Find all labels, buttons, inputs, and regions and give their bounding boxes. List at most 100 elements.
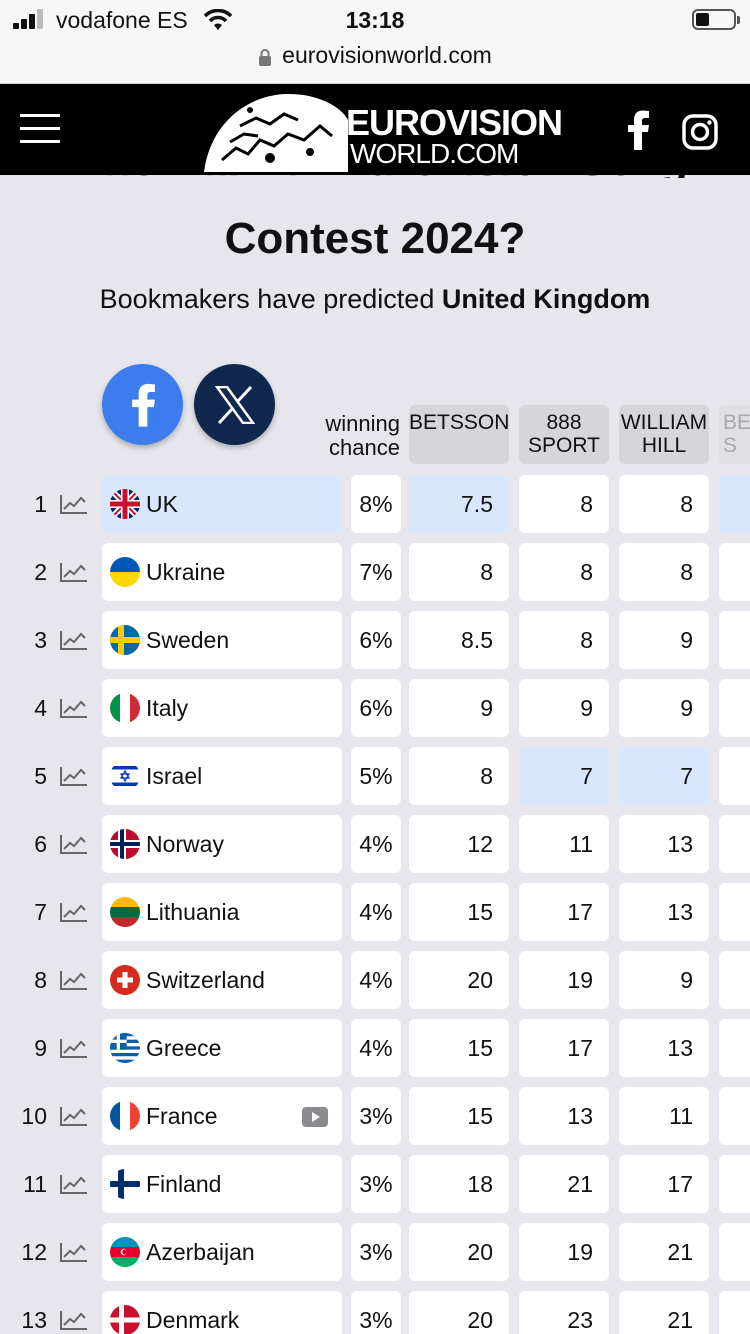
country-cell[interactable]: Azerbaijan — [102, 1223, 342, 1281]
video-play-icon[interactable] — [302, 1106, 328, 1133]
page-title-line2: Contest 2024? — [224, 214, 526, 263]
odds-next-bookmaker[interactable] — [719, 1291, 750, 1334]
odds-betsson[interactable]: 18 — [409, 1155, 509, 1213]
odds-betsson[interactable]: 20 — [409, 951, 509, 1009]
odds-williamhill[interactable]: 13 — [619, 815, 709, 873]
url-bar[interactable]: eurovisionworld.com — [0, 40, 750, 84]
odds-betsson[interactable]: 8 — [409, 543, 509, 601]
facebook-icon[interactable] — [626, 110, 650, 150]
odds-next-bookmaker[interactable] — [719, 883, 750, 941]
odds-williamhill[interactable]: 8 — [619, 543, 709, 601]
country-cell[interactable]: Denmark — [102, 1291, 342, 1334]
odds-888sport[interactable]: 17 — [519, 883, 609, 941]
odds-888sport[interactable]: 8 — [519, 475, 609, 533]
country-cell[interactable]: Greece — [102, 1019, 342, 1077]
country-cell[interactable]: Finland — [102, 1155, 342, 1213]
odds-888sport[interactable]: 17 — [519, 1019, 609, 1077]
logo-text-world: WORLD.COM — [350, 138, 519, 169]
trend-chart-icon[interactable] — [59, 1173, 89, 1200]
rank-number: 6 — [34, 831, 47, 857]
odds-888sport[interactable]: 11 — [519, 815, 609, 873]
odds-next-bookmaker[interactable] — [719, 679, 750, 737]
bookmaker-header-betsson[interactable]: BETSSON — [409, 405, 509, 464]
odds-williamhill[interactable]: 21 — [619, 1291, 709, 1334]
trend-chart-icon[interactable] — [59, 1105, 89, 1132]
odds-williamhill[interactable]: 9 — [619, 611, 709, 669]
odds-betsson[interactable]: 8 — [409, 747, 509, 805]
trend-chart-icon[interactable] — [59, 697, 89, 724]
odds-williamhill[interactable]: 13 — [619, 883, 709, 941]
odds-betsson[interactable]: 15 — [409, 1019, 509, 1077]
country-name: Israel — [146, 763, 203, 789]
country-cell[interactable]: Norway — [102, 815, 342, 873]
odds-betsson[interactable]: 12 — [409, 815, 509, 873]
trend-chart-icon[interactable] — [59, 833, 89, 860]
denmark-flag-icon — [110, 1305, 140, 1334]
odds-next-bookmaker[interactable] — [719, 1019, 750, 1077]
bookmaker-header-next[interactable]: BE S — [719, 405, 750, 464]
odds-next-bookmaker[interactable] — [719, 815, 750, 873]
odds-next-bookmaker[interactable] — [719, 951, 750, 1009]
odds-betsson[interactable]: 20 — [409, 1291, 509, 1334]
odds-betsson[interactable]: 20 — [409, 1223, 509, 1281]
trend-chart-icon[interactable] — [59, 1037, 89, 1064]
odds-888sport[interactable]: 13 — [519, 1087, 609, 1145]
bookmaker-header-williamhill[interactable]: WILLIAM HILL — [619, 405, 709, 464]
odds-williamhill[interactable]: 17 — [619, 1155, 709, 1213]
odds-williamhill[interactable]: 9 — [619, 951, 709, 1009]
odds-williamhill[interactable]: 8 — [619, 475, 709, 533]
odds-betsson[interactable]: 15 — [409, 883, 509, 941]
menu-icon[interactable] — [20, 114, 60, 144]
odds-next-bookmaker[interactable] — [719, 1223, 750, 1281]
country-cell[interactable]: Switzerland — [102, 951, 342, 1009]
trend-chart-icon[interactable] — [59, 493, 89, 520]
odds-888sport[interactable]: 21 — [519, 1155, 609, 1213]
odds-888sport[interactable]: 19 — [519, 1223, 609, 1281]
trend-chart-icon[interactable] — [59, 629, 89, 656]
share-x-button[interactable] — [194, 364, 275, 445]
odds-888sport[interactable]: 19 — [519, 951, 609, 1009]
odds-next-bookmaker[interactable] — [719, 1087, 750, 1145]
odds-williamhill[interactable]: 9 — [619, 679, 709, 737]
odds-888sport[interactable]: 23 — [519, 1291, 609, 1334]
country-cell[interactable]: UK — [102, 475, 342, 533]
odds-next-bookmaker[interactable] — [719, 747, 750, 805]
trend-chart-icon[interactable] — [59, 969, 89, 996]
winning-chance: 4% — [351, 1019, 401, 1077]
country-name: UK — [146, 491, 178, 517]
sweden-flag-icon — [110, 625, 140, 655]
country-cell[interactable]: Israel — [102, 747, 342, 805]
share-facebook-button[interactable] — [102, 364, 183, 445]
odds-next-bookmaker[interactable] — [719, 1155, 750, 1213]
odds-next-bookmaker[interactable] — [719, 543, 750, 601]
instagram-icon[interactable] — [682, 114, 718, 150]
odds-williamhill[interactable]: 7 — [619, 747, 709, 805]
trend-chart-icon[interactable] — [59, 561, 89, 588]
odds-williamhill[interactable]: 13 — [619, 1019, 709, 1077]
bookmaker-header-888sport[interactable]: 888 SPORT — [519, 405, 609, 464]
country-cell[interactable]: Ukraine — [102, 543, 342, 601]
odds-betsson[interactable]: 9 — [409, 679, 509, 737]
trend-chart-icon[interactable] — [59, 765, 89, 792]
odds-williamhill[interactable]: 11 — [619, 1087, 709, 1145]
odds-williamhill[interactable]: 21 — [619, 1223, 709, 1281]
odds-888sport[interactable]: 7 — [519, 747, 609, 805]
odds-next-bookmaker[interactable] — [719, 475, 750, 533]
odds-888sport[interactable]: 8 — [519, 611, 609, 669]
odds-betsson[interactable]: 8.5 — [409, 611, 509, 669]
odds-betsson[interactable]: 7.5 — [409, 475, 509, 533]
country-cell[interactable]: Sweden — [102, 611, 342, 669]
odds-888sport[interactable]: 8 — [519, 543, 609, 601]
country-cell[interactable]: Italy — [102, 679, 342, 737]
trend-chart-icon[interactable] — [59, 901, 89, 928]
trend-chart-icon[interactable] — [59, 1309, 89, 1334]
site-logo[interactable]: EUROVISION WORLD.COM — [200, 90, 563, 172]
odds-next-bookmaker[interactable] — [719, 611, 750, 669]
odds-betsson[interactable]: 15 — [409, 1087, 509, 1145]
country-cell[interactable]: France — [102, 1087, 342, 1145]
url-text: eurovisionworld.com — [282, 42, 492, 68]
country-name: France — [146, 1103, 218, 1129]
trend-chart-icon[interactable] — [59, 1241, 89, 1268]
country-cell[interactable]: Lithuania — [102, 883, 342, 941]
odds-888sport[interactable]: 9 — [519, 679, 609, 737]
